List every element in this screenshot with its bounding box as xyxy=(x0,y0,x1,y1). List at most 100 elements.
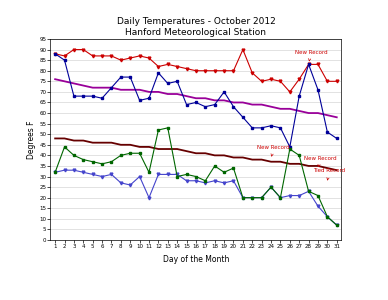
Observed Min xyxy=(165,126,170,130)
Record Max xyxy=(147,56,151,60)
Normal Min xyxy=(109,141,114,145)
Observed Min xyxy=(184,172,189,176)
Record Min xyxy=(269,185,274,189)
Record Min xyxy=(306,190,311,193)
Line: Record Max: Record Max xyxy=(54,48,338,93)
Normal Min xyxy=(175,147,180,151)
Observed Min xyxy=(222,170,227,174)
Normal Min xyxy=(325,166,330,170)
Record Min xyxy=(325,215,330,218)
Normal Min xyxy=(231,156,236,159)
Observed Max xyxy=(165,82,170,85)
Normal Max xyxy=(297,109,301,113)
Record Max xyxy=(184,67,189,70)
Normal Max xyxy=(175,92,180,96)
Observed Min xyxy=(175,175,180,178)
Record Max xyxy=(222,69,227,73)
Normal Max xyxy=(325,113,330,117)
Observed Min xyxy=(297,154,301,157)
Observed Max xyxy=(81,94,86,98)
Normal Min xyxy=(100,141,104,145)
Record Min xyxy=(222,181,227,185)
Normal Max xyxy=(250,103,255,106)
Observed Min xyxy=(316,194,320,197)
Normal Min xyxy=(316,164,320,168)
Normal Min xyxy=(81,139,86,142)
Record Min xyxy=(194,179,198,183)
Observed Max xyxy=(316,88,320,92)
Record Min xyxy=(90,172,95,176)
Record Min xyxy=(53,170,57,174)
Record Max xyxy=(231,69,236,73)
Normal Min xyxy=(222,154,227,157)
Record Max xyxy=(306,63,311,66)
Observed Min xyxy=(334,224,339,227)
Normal Max xyxy=(278,107,283,111)
Normal Max xyxy=(259,103,264,106)
Record Max xyxy=(100,54,104,58)
Record Max xyxy=(316,63,320,66)
Observed Min xyxy=(194,175,198,178)
Normal Max xyxy=(212,99,217,102)
Observed Max xyxy=(278,126,283,130)
Normal Max xyxy=(241,101,245,104)
Observed Max xyxy=(90,94,95,98)
Observed Max xyxy=(71,94,76,98)
Record Min xyxy=(128,183,133,187)
Normal Max xyxy=(109,86,114,89)
Normal Max xyxy=(71,82,76,85)
Record Max xyxy=(128,56,133,60)
Observed Min xyxy=(90,160,95,164)
Record Min xyxy=(147,196,151,200)
Record Max xyxy=(325,80,330,83)
Normal Max xyxy=(156,90,161,94)
Record Max xyxy=(278,80,283,83)
Observed Min xyxy=(128,152,133,155)
Normal Max xyxy=(231,101,236,104)
Line: Normal Min: Normal Min xyxy=(55,138,337,170)
Normal Max xyxy=(137,88,142,92)
Observed Min xyxy=(288,147,292,151)
Observed Min xyxy=(118,154,123,157)
Normal Min xyxy=(165,147,170,151)
Normal Min xyxy=(147,145,151,149)
Normal Min xyxy=(128,143,133,147)
Normal Min xyxy=(269,160,274,164)
Observed Max xyxy=(62,58,67,62)
Normal Max xyxy=(203,96,208,100)
Normal Min xyxy=(297,162,301,166)
Record Min xyxy=(137,175,142,178)
Y-axis label: Degrees F: Degrees F xyxy=(28,120,36,159)
Record Min xyxy=(334,224,339,227)
Record Max xyxy=(212,69,217,73)
Line: Observed Min: Observed Min xyxy=(54,127,338,226)
Normal Max xyxy=(118,88,123,92)
Observed Max xyxy=(325,130,330,134)
Normal Max xyxy=(100,86,104,89)
Observed Max xyxy=(288,145,292,149)
Title: Daily Temperatures - October 2012
Hanford Meteorological Station: Daily Temperatures - October 2012 Hanfor… xyxy=(116,17,275,37)
Record Max xyxy=(165,63,170,66)
Line: Record Min: Record Min xyxy=(54,169,338,226)
Observed Max xyxy=(53,52,57,56)
Record Max xyxy=(241,48,245,51)
Line: Normal Max: Normal Max xyxy=(55,79,337,117)
Observed Max xyxy=(203,105,208,109)
Normal Max xyxy=(128,88,133,92)
Observed Min xyxy=(325,215,330,218)
Record Min xyxy=(250,196,255,200)
Normal Max xyxy=(184,94,189,98)
Record Max xyxy=(288,90,292,94)
Observed Max xyxy=(147,96,151,100)
Observed Max xyxy=(118,75,123,79)
Record Max xyxy=(137,54,142,58)
Observed Max xyxy=(212,103,217,106)
Text: New Record: New Record xyxy=(304,156,336,167)
X-axis label: Day of the Month: Day of the Month xyxy=(163,255,229,264)
Normal Min xyxy=(156,147,161,151)
Normal Max xyxy=(90,86,95,89)
Record Min xyxy=(297,194,301,197)
Observed Max xyxy=(297,94,301,98)
Observed Min xyxy=(81,158,86,161)
Normal Max xyxy=(165,92,170,96)
